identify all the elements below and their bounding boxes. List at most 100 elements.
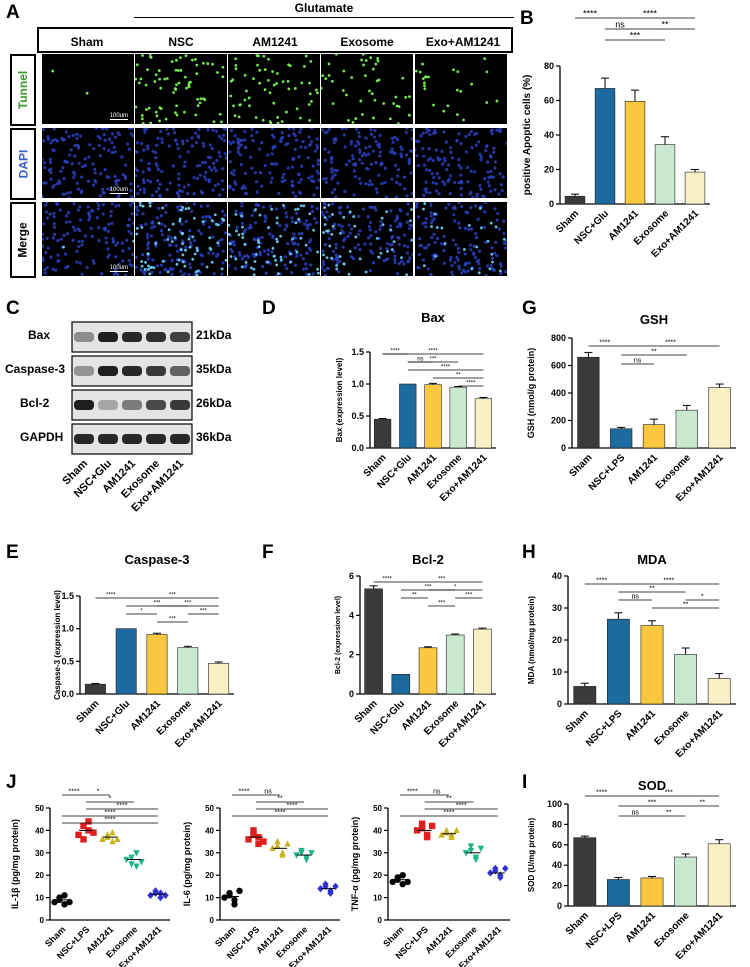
nucleus-dot [430,235,434,240]
tunel-dot [410,208,413,211]
nucleus-dot [42,139,46,143]
nucleus-dot [444,140,448,144]
nucleus-dot [394,195,398,198]
sig-label: * [97,789,100,796]
nucleus-dot [218,193,222,197]
nucleus-dot [184,219,188,223]
nucleus-dot [253,171,257,175]
nucleus-dot [424,180,428,184]
nucleus-dot [135,150,138,154]
nucleus-dot [49,170,53,175]
nucleus-dot [377,142,381,146]
tunel-dot [178,217,182,221]
tunel-dot [379,251,383,255]
tunel-dot [325,229,328,233]
tunel-dot [316,267,320,271]
scale-bar: 100um [109,113,128,120]
nucleus-dot [64,130,68,134]
tunel-dot [327,203,331,207]
nucleus-dot [79,190,84,195]
nucleus-dot [390,236,394,240]
nucleus-dot [449,255,453,260]
nucleus-dot [324,180,328,184]
nucleus-dot [236,150,240,154]
nucleus-dot [198,163,202,168]
nucleus-dot [73,172,77,176]
micrograph-dots [228,202,320,276]
nucleus-dot [299,164,304,168]
nucleus-dot [495,253,499,258]
nucleus-dot [64,214,68,218]
nucleus-dot [263,249,267,253]
tunel-dot [164,117,168,121]
nucleus-dot [389,224,393,228]
data-point [399,872,406,879]
nucleus-dot [493,207,497,211]
nucleus-dot [360,154,364,158]
nucleus-dot [99,194,103,198]
nucleus-dot [116,131,120,135]
nucleus-dot [425,130,429,134]
tunel-dot [195,249,199,253]
tunel-dot [385,210,388,214]
nucleus-dot [356,232,361,237]
tunel-dot [245,89,248,93]
nucleus-dot [180,274,184,276]
tunel-dot [170,60,174,64]
tunel-dot [352,215,356,218]
tunel-dot [252,267,256,271]
y-tick-label: 60 [544,96,554,106]
tunel-dot [235,229,238,233]
nucleus-dot [56,253,60,257]
nucleus-dot [114,204,118,208]
data-point [61,901,68,908]
nucleus-dot [177,183,181,187]
tunel-dot [470,267,474,271]
bar-exo-am1241 [208,662,230,695]
nucleus-dot [240,204,244,208]
nucleus-dot [126,142,130,146]
nucleus-dot [357,131,361,135]
y-tick-label: 0.0 [61,689,74,699]
nucleus-dot [343,189,347,194]
sig-label: * [109,796,112,803]
tunel-dot [187,206,191,210]
nucleus-dot [72,175,76,179]
nucleus-dot [429,210,433,215]
tunel-dot [351,121,355,124]
nucleus-dot [367,152,371,156]
nucleus-dot [315,146,320,150]
nucleus-dot [490,132,494,136]
nucleus-dot [492,150,496,154]
nucleus-dot [346,205,350,209]
tunel-dot [157,69,161,72]
nucleus-dot [189,266,193,270]
nucleus-dot [432,175,436,180]
nucleus-dot [322,177,326,181]
nucleus-dot [415,205,419,209]
tunel-dot [140,226,144,229]
nucleus-dot [61,192,65,196]
nucleus-dot [192,239,197,243]
nucleus-dot [157,186,161,191]
nucleus-dot [495,128,499,132]
x-tick-label: Sham [567,452,594,479]
chart-title: MDA [637,552,667,567]
tunel-dot [358,257,362,261]
nucleus-dot [370,205,374,210]
nucleus-dot [483,202,487,205]
nucleus-dot [87,218,91,222]
nucleus-dot [286,241,290,246]
tunel-dot [199,97,203,101]
tunel-dot [163,77,167,81]
tunel-dot [149,55,152,59]
nucleus-dot [278,223,282,228]
nucleus-dot [175,191,179,195]
tunel-dot [330,233,334,236]
micrograph-dots [321,202,413,276]
nucleus-dot [75,260,79,264]
nucleus-dot [433,240,437,245]
nucleus-dot [211,128,215,132]
tunel-dot [258,81,262,85]
